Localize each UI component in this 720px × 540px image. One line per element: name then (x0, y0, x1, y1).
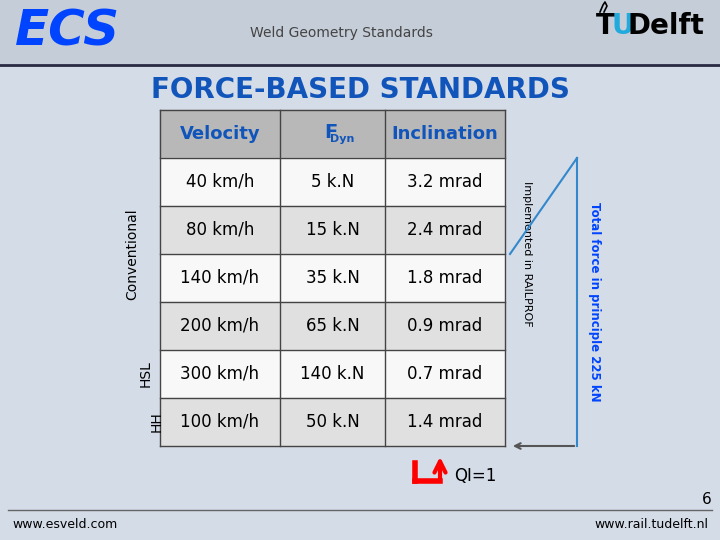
Text: 100 km/h: 100 km/h (181, 413, 259, 431)
Text: HH: HH (150, 411, 164, 433)
Text: 0.9 mrad: 0.9 mrad (408, 317, 482, 335)
Text: FORCE-BASED STANDARDS: FORCE-BASED STANDARDS (150, 76, 570, 104)
Text: 6: 6 (702, 492, 712, 507)
Text: QI=1: QI=1 (454, 467, 496, 485)
Text: 5 k.N: 5 k.N (311, 173, 354, 191)
Text: ECS: ECS (15, 7, 120, 55)
Text: Weld Geometry Standards: Weld Geometry Standards (250, 26, 433, 40)
Text: 300 km/h: 300 km/h (181, 365, 259, 383)
Bar (160, 158, 505, 206)
Text: Inclination: Inclination (392, 125, 498, 143)
Text: www.rail.tudelft.nl: www.rail.tudelft.nl (594, 518, 708, 531)
Text: 15 k.N: 15 k.N (305, 221, 359, 239)
Bar (160, 350, 505, 398)
Text: 200 km/h: 200 km/h (181, 317, 259, 335)
Text: HSL: HSL (139, 361, 153, 387)
Text: Conventional: Conventional (125, 208, 139, 300)
Text: 140 km/h: 140 km/h (181, 269, 259, 287)
Text: 1.4 mrad: 1.4 mrad (408, 413, 482, 431)
Bar (160, 302, 505, 350)
Text: 65 k.N: 65 k.N (305, 317, 359, 335)
Text: 140 k.N: 140 k.N (300, 365, 365, 383)
Text: www.esveld.com: www.esveld.com (12, 518, 117, 531)
Text: 50 k.N: 50 k.N (305, 413, 359, 431)
Text: U: U (611, 12, 634, 40)
Text: 35 k.N: 35 k.N (305, 269, 359, 287)
Text: Velocity: Velocity (180, 125, 261, 143)
Text: Total force in principle 225 kN: Total force in principle 225 kN (588, 202, 601, 402)
Text: 40 km/h: 40 km/h (186, 173, 254, 191)
Text: Implemented in RAILPROF: Implemented in RAILPROF (522, 181, 532, 327)
Text: 80 km/h: 80 km/h (186, 221, 254, 239)
Bar (160, 254, 505, 302)
Text: 2.4 mrad: 2.4 mrad (408, 221, 482, 239)
Bar (0, 0, 720, 65)
Bar (160, 398, 505, 446)
Bar (160, 110, 505, 158)
Text: 3.2 mrad: 3.2 mrad (408, 173, 482, 191)
Text: Dyn: Dyn (330, 134, 355, 144)
Bar (160, 206, 505, 254)
Text: T: T (596, 12, 615, 40)
Text: 0.7 mrad: 0.7 mrad (408, 365, 482, 383)
Text: Delft: Delft (627, 12, 704, 40)
Text: 1.8 mrad: 1.8 mrad (408, 269, 482, 287)
Text: F: F (324, 123, 337, 141)
